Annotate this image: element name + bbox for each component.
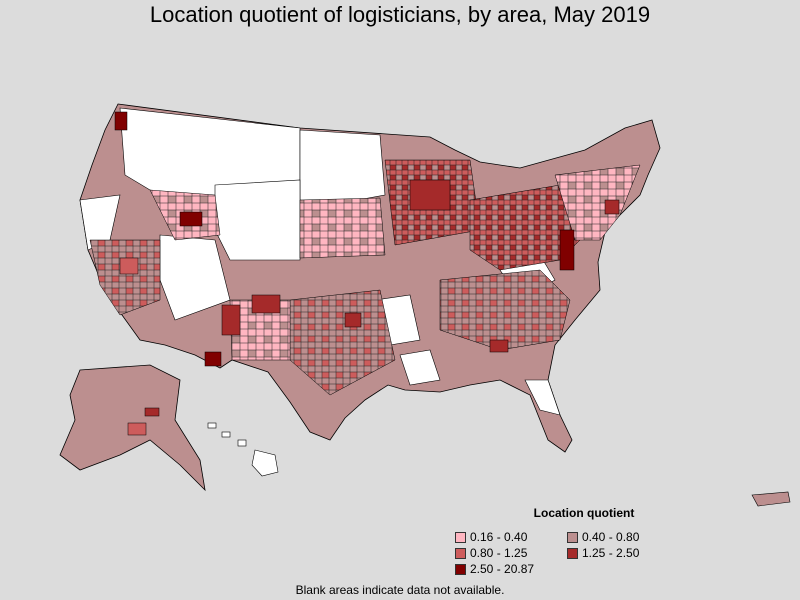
legend-title: Location quotient	[533, 506, 635, 520]
legend-item: 0.80 - 1.25	[455, 546, 567, 560]
wyoming-no-data	[214, 179, 301, 261]
hawaii	[207, 422, 279, 477]
legend-swatch	[455, 547, 466, 559]
florida-no-data	[524, 379, 561, 416]
dakotas-no-data	[299, 129, 386, 206]
legend-label: 2.50 - 20.87	[470, 562, 535, 576]
legend-label: 0.80 - 1.25	[470, 546, 528, 560]
legend-label: 0.16 - 0.40	[470, 530, 528, 544]
county-patches	[89, 159, 641, 396]
legend-swatch	[567, 531, 578, 543]
legend-item: 2.50 - 20.87	[455, 562, 567, 576]
puerto-rico	[751, 491, 791, 507]
legend-item: 0.16 - 0.40	[455, 530, 567, 544]
high-quotient-counties	[114, 111, 620, 367]
legend-swatch	[455, 531, 466, 543]
footnote: Blank areas indicate data not available.	[295, 583, 505, 597]
legend: Location quotient 0.16 - 0.40 0.40 - 0.8…	[455, 506, 695, 576]
legend-item: 0.40 - 0.80	[567, 530, 687, 544]
legend-item: 1.25 - 2.50	[567, 546, 687, 560]
map-title: Location quotient of logisticians, by ar…	[149, 2, 651, 27]
legend-label: 1.25 - 2.50	[582, 546, 640, 560]
legend-label: 0.40 - 0.80	[582, 530, 640, 544]
legend-swatch	[567, 547, 578, 559]
louisiana-no-data	[399, 349, 441, 386]
legend-swatch	[455, 563, 466, 575]
